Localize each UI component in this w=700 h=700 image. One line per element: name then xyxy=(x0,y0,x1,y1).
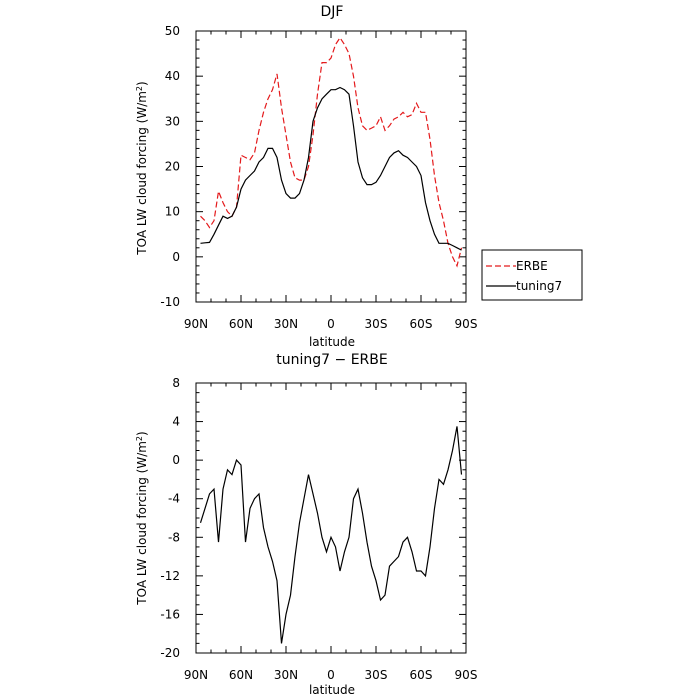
chart-1-title: DJF xyxy=(321,4,344,20)
chart-1-series-line-1 xyxy=(200,36,463,268)
chart-2-title: tuning7 − ERBE xyxy=(276,352,387,368)
legend-label-1: ERBE xyxy=(516,259,548,273)
chart-2-y-tick-label: 0 xyxy=(172,453,180,467)
chart-1-x-tick-label: 60N xyxy=(229,317,253,331)
chart-2-x-tick-label: 30S xyxy=(365,668,388,682)
chart-2-frame xyxy=(195,382,467,654)
chart-2-y-tick-label: 4 xyxy=(172,415,180,429)
chart-2-x-tick-label: 90N xyxy=(184,668,208,682)
chart-1-y-tick-label: 20 xyxy=(165,160,180,174)
chart-1-x-tick-label: 30S xyxy=(365,317,388,331)
chart-2-series-line-1 xyxy=(199,426,463,644)
chart-1-series-line-2 xyxy=(200,86,462,251)
chart-1-x-tick-label: 60S xyxy=(410,317,433,331)
chart-1-y-tick-label: 50 xyxy=(165,24,180,38)
chart-2-y-tick-label: -16 xyxy=(160,607,180,621)
legend-label-2: tuning7 xyxy=(516,279,562,293)
chart-marks: 90N 60N 30N 0 30S 60S 90S-1001020304050ERBEtun… xyxy=(160,24,583,682)
chart-2-ylabel: TOA LW cloud forcing (W/m2) xyxy=(135,431,150,605)
chart-2-x-tick-label: 60N xyxy=(229,668,253,682)
chart-1-x-tick-label: 0 xyxy=(327,317,335,331)
chart-2-x-tick-label: 90S xyxy=(455,668,478,682)
chart-1-y-tick-label: 10 xyxy=(165,205,180,219)
chart-2-xlabel: latitude xyxy=(309,683,355,697)
chart-2-y-tick-label: -4 xyxy=(168,492,180,506)
chart-2-x-tick-label: 30N xyxy=(274,668,298,682)
chart-2-y-tick-label: -12 xyxy=(160,569,180,583)
chart-2-x-tick-label: 60S xyxy=(410,668,433,682)
chart-1-y-tick-label: -10 xyxy=(160,295,180,309)
chart-1-x-tick-label: 90N xyxy=(184,317,208,331)
chart-1-x-tick-label: 30N xyxy=(274,317,298,331)
chart-1-ylabel: TOA LW cloud forcing (W/m2) xyxy=(135,81,150,255)
chart-2-x-tick-label: 0 xyxy=(327,668,335,682)
chart-1-frame xyxy=(195,30,467,303)
chart-2-y-tick-label: -20 xyxy=(160,646,180,660)
chart-1-xlabel: latitude xyxy=(309,335,355,349)
chart-1-x-tick-label: 90S xyxy=(455,317,478,331)
chart-1-y-tick-label: 40 xyxy=(165,69,180,83)
chart-1-y-tick-label: 30 xyxy=(165,114,180,128)
chart-1-y-tick-label: 0 xyxy=(172,250,180,264)
chart-2-y-tick-label: 8 xyxy=(172,376,180,390)
legend-box xyxy=(481,249,583,301)
chart-2-y-tick-label: -8 xyxy=(168,530,180,544)
